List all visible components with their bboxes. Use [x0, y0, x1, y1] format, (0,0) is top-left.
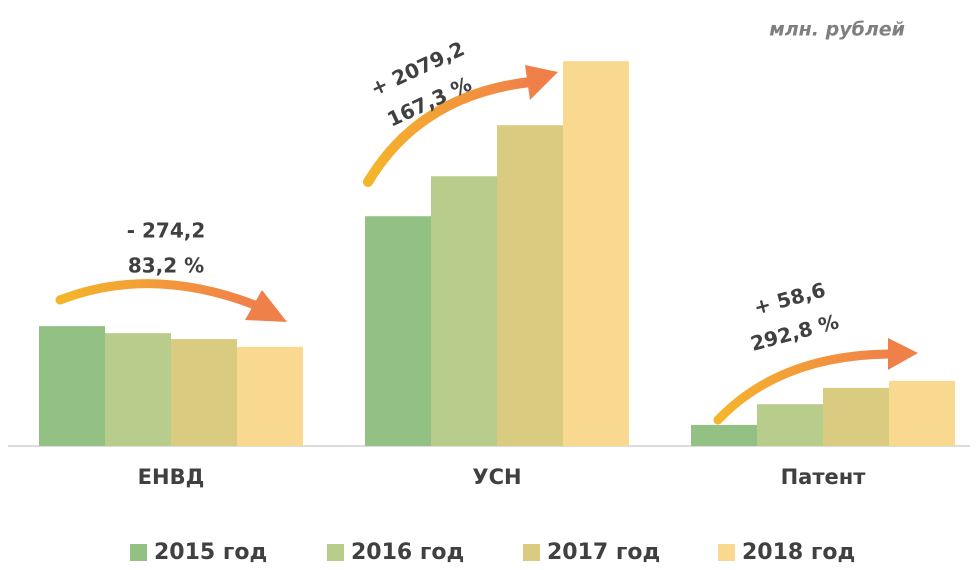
legend-label: 2015 год — [154, 540, 267, 565]
legend-label: 2018 год — [742, 540, 855, 565]
legend-label: 2017 год — [547, 540, 660, 565]
legend-swatch — [718, 544, 735, 561]
bar — [823, 387, 889, 446]
bar — [39, 326, 105, 446]
legend-swatch — [130, 544, 147, 561]
legend-label: 2016 год — [351, 540, 464, 565]
x-tick-label: Патент — [781, 465, 867, 489]
bar — [563, 61, 629, 446]
legend-swatch — [523, 544, 540, 561]
x-tick-label: УСН — [472, 465, 521, 489]
annotation: - 274,2 — [127, 219, 206, 243]
x-tick-label: ЕНВД — [138, 465, 205, 489]
arrow — [713, 338, 918, 425]
bar — [691, 424, 757, 446]
unit-label: млн. рублей — [769, 19, 905, 41]
bar — [497, 125, 563, 447]
legend-swatch — [327, 544, 344, 561]
bar — [431, 176, 497, 446]
bar — [757, 404, 823, 446]
bar — [237, 346, 303, 446]
bar — [889, 380, 955, 446]
arrow — [55, 279, 287, 322]
bar — [365, 216, 431, 446]
bar — [171, 339, 237, 446]
bar — [105, 333, 171, 446]
annotation: 83,2 % — [128, 254, 204, 278]
arrow — [363, 65, 558, 187]
